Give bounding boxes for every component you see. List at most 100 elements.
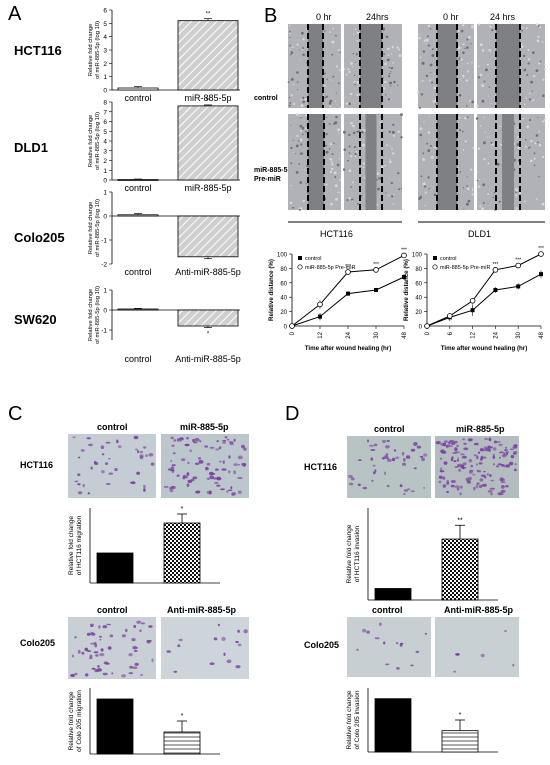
a-tick-label-0-4: 4 xyxy=(103,34,107,41)
b-ytick-label-1-2: 40 xyxy=(415,296,422,302)
scratch-cell-0-13 xyxy=(329,99,333,103)
stained-cell-4-28 xyxy=(371,479,374,482)
b-row-label-mir-2: Pre-miR xyxy=(254,176,281,183)
b-xtick-label-0-1: 12 xyxy=(318,331,324,338)
scratch-cell-1-17 xyxy=(390,85,392,87)
stained-cell-5-84 xyxy=(442,476,446,480)
scratch-cell-3-68 xyxy=(542,78,545,81)
b-point-0-0-4 xyxy=(402,275,406,280)
stained-cell-1-75 xyxy=(242,464,246,467)
stained-cell-2-20 xyxy=(100,648,104,652)
stained-cell-4-12 xyxy=(348,474,353,479)
scratch-cell-3-72 xyxy=(542,94,545,97)
stained-cell-5-139 xyxy=(493,440,498,444)
scratch-cell-2-5 xyxy=(423,39,426,42)
b-ytick-label-0-0: 0 xyxy=(284,325,288,331)
a-sig-3-1: * xyxy=(207,332,210,338)
stained-cell-0-18 xyxy=(139,450,144,454)
b-point-0-0-2 xyxy=(346,291,350,296)
scratch-cell-2-82 xyxy=(459,78,461,80)
a-tick-label-3-1: 0 xyxy=(103,308,107,315)
scratch-cell-4-13 xyxy=(336,163,340,167)
scratch-image-6 xyxy=(417,114,475,210)
stained-cell-4-5 xyxy=(385,453,389,456)
scratch-cell-6-79 xyxy=(428,114,430,116)
scratch-cell-0-59 xyxy=(289,36,291,39)
scratch-cell-0-1 xyxy=(335,34,337,37)
stained-cell-5-6 xyxy=(456,459,460,462)
stained-cell-1-89 xyxy=(237,490,242,494)
scratch-cell-0-12 xyxy=(324,30,326,32)
scratch-cell-4-55 xyxy=(299,138,303,142)
scratch-cell-1-1 xyxy=(356,31,360,34)
b-ytick-label-0-2: 40 xyxy=(280,296,287,302)
stained-cell-2-45 xyxy=(103,661,108,665)
scratch-cell-3-71 xyxy=(522,26,524,29)
stained-cell-5-99 xyxy=(450,484,455,488)
stained-cell-5-89 xyxy=(507,451,509,453)
cd-bar-1-1 xyxy=(163,731,201,755)
stained-cell-5-16 xyxy=(514,468,517,472)
b-ytick-label-1-0: 0 xyxy=(419,325,423,331)
scratch-cell-1-75 xyxy=(352,66,354,68)
panel-letter-b: B xyxy=(264,5,277,27)
stained-cell-5-15 xyxy=(478,462,483,465)
d-img-colo205-anti xyxy=(435,617,519,677)
scratch-cell-0-71 xyxy=(302,100,306,104)
stained-cell-6-3 xyxy=(396,667,400,670)
scratch-cell-0-4 xyxy=(292,83,295,86)
scratch-cell-6-7 xyxy=(466,187,470,191)
stained-cell-3-5 xyxy=(237,629,240,633)
b-cell-dld1: DLD1 xyxy=(468,229,491,239)
stained-cell-4-10 xyxy=(403,492,406,496)
scratch-cell-7-56 xyxy=(535,198,538,200)
scratch-cell-3-35 xyxy=(491,29,494,32)
scratch-cell-2-63 xyxy=(421,61,425,65)
scratch-cell-1-9 xyxy=(354,83,356,86)
stained-cell-3-1 xyxy=(237,643,242,647)
scratch-cell-3-23 xyxy=(528,98,532,101)
stained-cell-2-52 xyxy=(102,625,108,629)
scratch-cell-7-42 xyxy=(533,157,536,160)
stained-cell-1-41 xyxy=(221,468,227,471)
scratch-cell-0-35 xyxy=(290,94,293,97)
stained-cell-1-67 xyxy=(171,444,175,447)
stained-cell-5-24 xyxy=(499,477,504,482)
stained-cell-4-27 xyxy=(402,462,407,466)
scratch-cell-6-68 xyxy=(430,155,434,159)
scratch-cell-1-86 xyxy=(343,97,345,99)
scratch-cell-5-88 xyxy=(350,186,353,188)
stained-cell-5-131 xyxy=(460,464,465,469)
scratch-cell-6-61 xyxy=(424,204,426,207)
stained-cell-3-0 xyxy=(226,659,232,664)
scratch-cell-0-79 xyxy=(328,102,332,105)
scratch-cell-4-20 xyxy=(301,168,303,170)
scratch-cell-3-5 xyxy=(487,95,489,97)
scratch-cell-5-81 xyxy=(362,128,365,131)
scratch-cell-0-17 xyxy=(337,49,340,51)
b-point-1-0-5 xyxy=(539,272,543,277)
scratch-cell-5-42 xyxy=(350,121,353,125)
scratch-cell-5-63 xyxy=(378,178,380,180)
scratch-cell-4-71 xyxy=(294,152,296,155)
scratch-cell-2-71 xyxy=(429,79,431,82)
scratch-cell-2-31 xyxy=(471,24,474,28)
scratch-cell-6-28 xyxy=(427,176,430,179)
stained-cell-1-8 xyxy=(199,440,202,443)
a-tick-label-1-4: 4 xyxy=(103,139,107,146)
scratch-cell-7-54 xyxy=(516,143,520,147)
a-tick-label-0-2: 2 xyxy=(103,61,107,68)
stained-cell-0-26 xyxy=(143,446,147,449)
scratch-cell-5-65 xyxy=(351,198,354,201)
scratch-cell-4-47 xyxy=(330,202,333,206)
scratch-cell-2-89 xyxy=(420,93,424,96)
stained-cell-0-15 xyxy=(150,462,155,466)
stained-cell-5-66 xyxy=(472,473,476,476)
stained-cell-5-55 xyxy=(473,454,477,457)
cd-bar-0-0 xyxy=(96,552,134,584)
scratch-cell-2-30 xyxy=(462,24,465,27)
scratch-cell-1-65 xyxy=(383,27,385,30)
scratch-cell-2-7 xyxy=(422,50,426,53)
stained-cell-5-18 xyxy=(442,484,447,488)
